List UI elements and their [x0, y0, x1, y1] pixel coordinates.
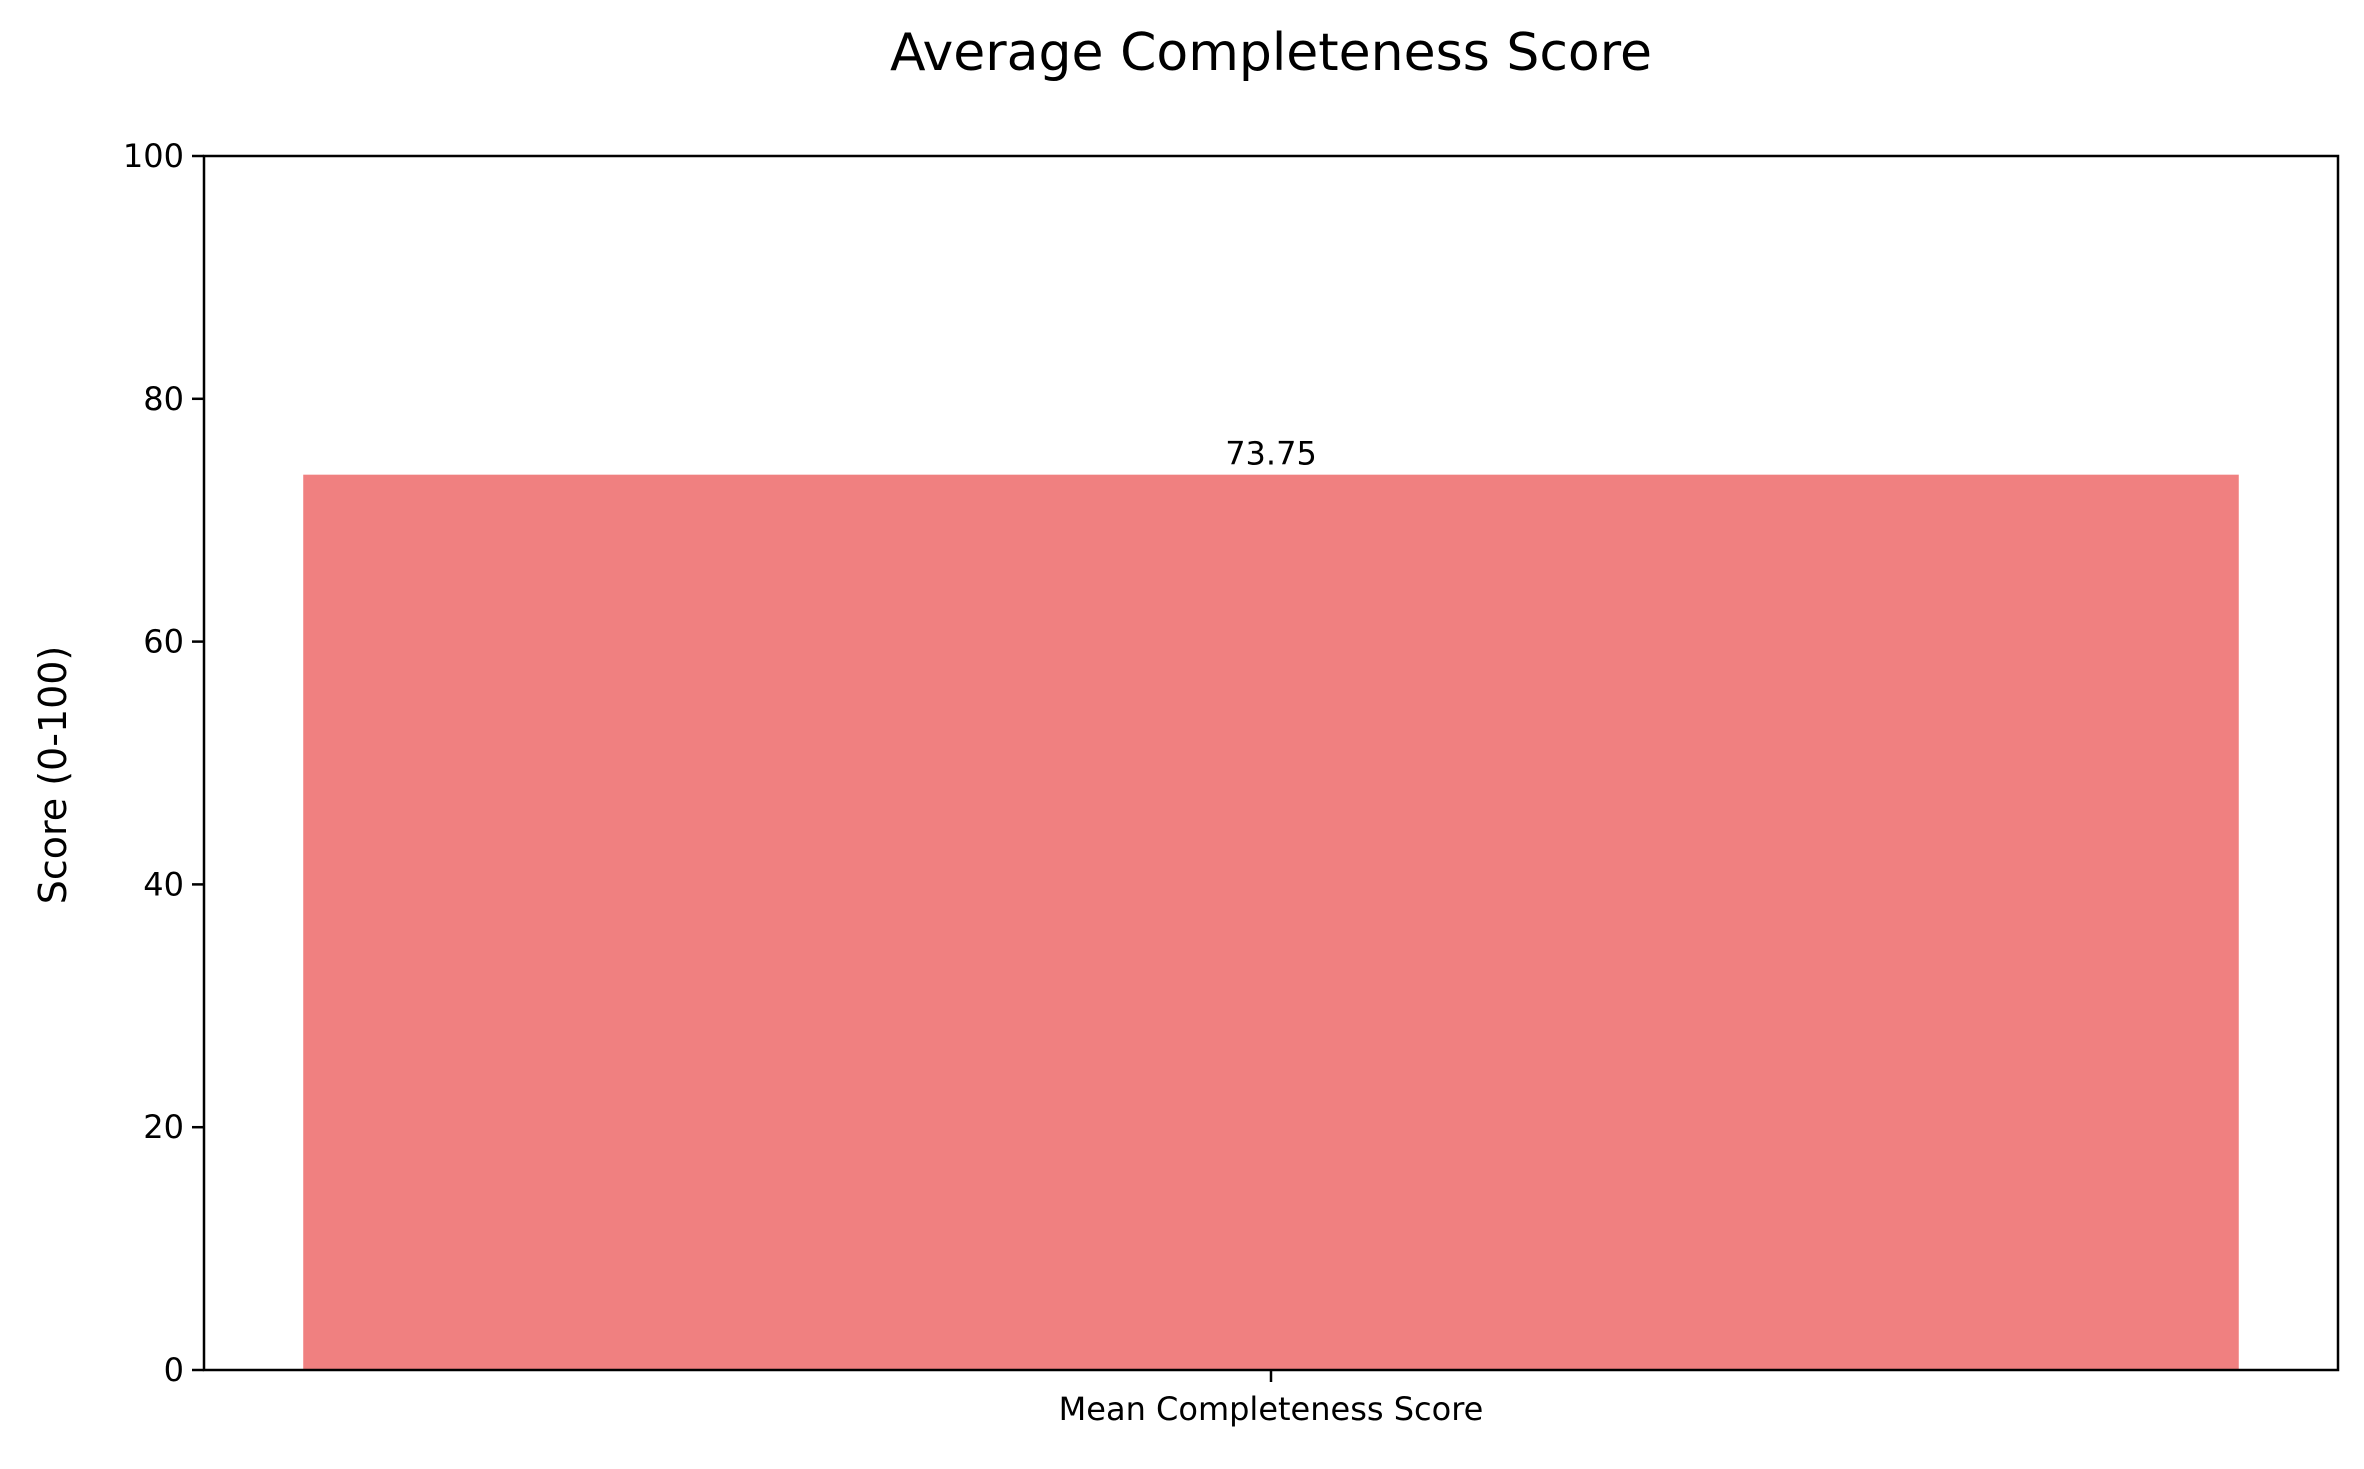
y-tick-label: 20: [143, 1108, 184, 1146]
x-tick-label: Mean Completeness Score: [1059, 1390, 1484, 1428]
y-axis-label: Score (0-100): [31, 646, 75, 905]
bars-layer: 73.75: [303, 435, 2239, 1370]
y-tick-label: 60: [143, 623, 184, 661]
y-tick-label: 40: [143, 865, 184, 903]
y-tick-label: 100: [123, 137, 184, 175]
y-tick-label: 0: [164, 1351, 184, 1389]
x-axis-ticks: Mean Completeness Score: [1059, 1370, 1484, 1428]
bar: [303, 474, 2239, 1370]
chart-title: Average Completeness Score: [890, 23, 1652, 83]
plot-frame: [202, 154, 2340, 1372]
bar-data-label: 73.75: [1225, 435, 1317, 473]
y-axis-ticks: 0 20 40 60 80 100: [123, 137, 204, 1389]
y-tick-label: 80: [143, 380, 184, 418]
